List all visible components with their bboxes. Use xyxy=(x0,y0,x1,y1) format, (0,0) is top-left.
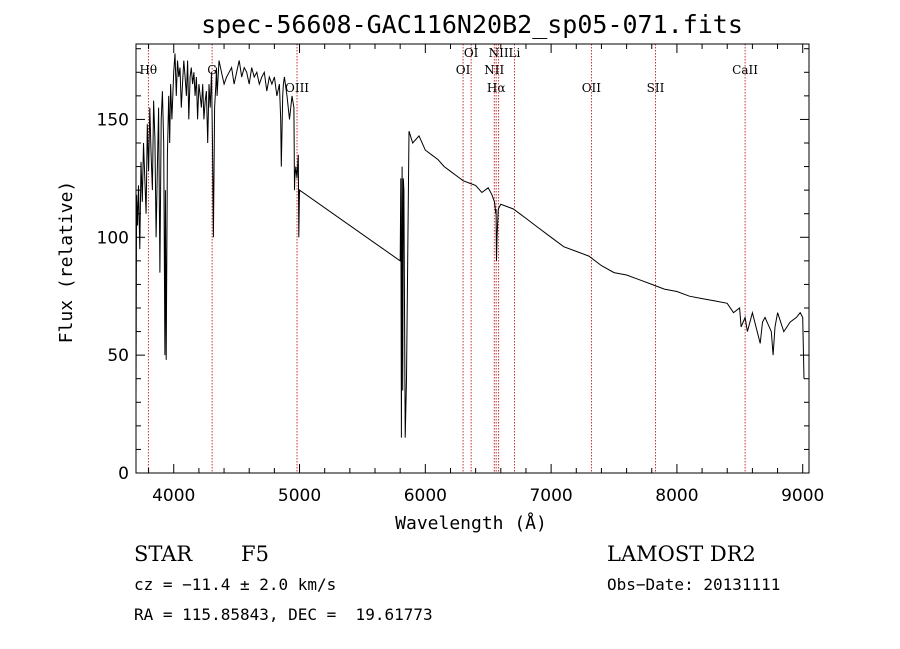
chart-title: spec-56608-GAC116N20B2_sp05-071.fits xyxy=(201,10,743,39)
y-tick-label: 0 xyxy=(118,464,129,484)
obs-date-text: Obs−Date: 20131111 xyxy=(607,575,780,594)
spectrum-line xyxy=(135,53,805,438)
y-axis-label: Flux (relative) xyxy=(56,181,77,344)
velocity-text: cz = −11.4 ± 2.0 km/s xyxy=(134,575,336,594)
x-tick-label: 9000 xyxy=(781,486,824,506)
object-class: STAR xyxy=(134,542,193,566)
marker-label: NII xyxy=(489,46,509,60)
x-axis-ticks: 4000 5000 6000 7000 8000 9000 xyxy=(148,44,824,506)
marker-label: OIII xyxy=(285,81,309,95)
x-tick-label: 8000 xyxy=(655,486,698,506)
x-tick-label: 6000 xyxy=(404,486,447,506)
coords-text: RA = 115.85843, DEC = 19.61773 xyxy=(134,605,433,624)
object-subclass: F5 xyxy=(241,542,269,566)
x-tick-label: 5000 xyxy=(278,486,321,506)
marker-label: Hα xyxy=(487,81,506,95)
x-axis-label: Wavelength (Å) xyxy=(395,512,547,534)
marker-label: Li xyxy=(508,46,520,60)
x-tick-label: 4000 xyxy=(152,486,195,506)
marker-label: SII xyxy=(647,81,665,95)
marker-label: NII xyxy=(484,63,504,77)
y-tick-label: 150 xyxy=(97,110,129,130)
survey-name: LAMOST DR2 xyxy=(607,542,756,566)
marker-label: OI xyxy=(464,46,479,60)
y-tick-label: 100 xyxy=(97,228,129,248)
plot-frame xyxy=(135,43,810,474)
marker-label: Hθ xyxy=(139,63,157,77)
marker-label: OII xyxy=(582,81,602,95)
y-axis-ticks: 0 50 100 150 xyxy=(97,48,809,484)
x-tick-label: 7000 xyxy=(529,486,572,506)
marker-label: CaII xyxy=(732,63,758,77)
marker-label: G xyxy=(207,63,217,77)
marker-label: OI xyxy=(456,63,471,77)
y-tick-label: 50 xyxy=(107,346,129,366)
